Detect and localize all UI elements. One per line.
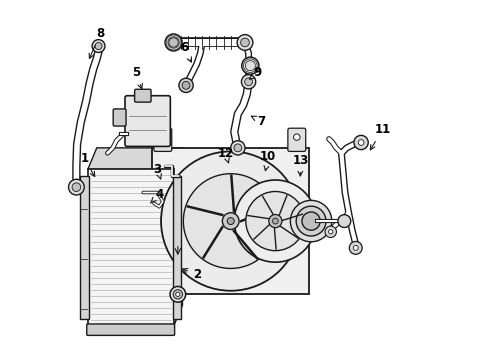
Circle shape xyxy=(165,34,182,51)
Circle shape xyxy=(272,218,278,224)
Circle shape xyxy=(160,134,166,140)
Circle shape xyxy=(222,213,239,229)
Circle shape xyxy=(269,215,282,228)
Circle shape xyxy=(69,179,84,195)
Circle shape xyxy=(325,226,337,238)
Circle shape xyxy=(92,40,105,53)
Text: 5: 5 xyxy=(132,66,143,89)
Circle shape xyxy=(354,135,368,150)
Circle shape xyxy=(237,35,253,50)
FancyBboxPatch shape xyxy=(113,109,126,126)
Circle shape xyxy=(291,201,332,242)
Text: 2: 2 xyxy=(183,268,201,281)
Text: 3: 3 xyxy=(153,163,162,179)
Circle shape xyxy=(234,180,317,262)
Circle shape xyxy=(294,134,300,140)
Circle shape xyxy=(161,152,300,291)
Circle shape xyxy=(242,75,256,89)
Circle shape xyxy=(329,230,333,234)
FancyBboxPatch shape xyxy=(80,176,89,319)
Circle shape xyxy=(227,217,234,225)
Text: 7: 7 xyxy=(251,114,265,127)
Circle shape xyxy=(302,212,320,230)
Circle shape xyxy=(179,78,193,93)
Circle shape xyxy=(169,38,178,47)
FancyBboxPatch shape xyxy=(154,128,172,152)
FancyBboxPatch shape xyxy=(87,324,174,336)
Circle shape xyxy=(241,38,249,47)
Circle shape xyxy=(231,141,245,155)
Circle shape xyxy=(349,242,362,254)
Circle shape xyxy=(242,57,259,74)
Circle shape xyxy=(183,174,278,269)
Text: 12: 12 xyxy=(217,147,233,163)
Text: 10: 10 xyxy=(260,150,276,171)
Circle shape xyxy=(353,246,358,250)
Text: 11: 11 xyxy=(370,123,391,150)
Text: 1: 1 xyxy=(80,152,95,176)
Polygon shape xyxy=(88,148,182,169)
Circle shape xyxy=(182,81,190,89)
Circle shape xyxy=(246,192,305,251)
Circle shape xyxy=(176,292,180,296)
Polygon shape xyxy=(173,148,182,327)
Circle shape xyxy=(72,183,81,192)
Text: 4: 4 xyxy=(150,188,163,203)
FancyBboxPatch shape xyxy=(288,128,306,152)
Circle shape xyxy=(296,206,326,236)
Text: 9: 9 xyxy=(249,66,262,79)
Circle shape xyxy=(358,140,364,145)
Circle shape xyxy=(173,290,182,299)
Text: 8: 8 xyxy=(89,27,104,58)
Text: 13: 13 xyxy=(292,154,309,176)
Circle shape xyxy=(95,42,102,50)
FancyBboxPatch shape xyxy=(152,148,309,294)
Circle shape xyxy=(245,78,252,86)
FancyBboxPatch shape xyxy=(173,176,181,319)
FancyBboxPatch shape xyxy=(125,96,171,147)
FancyBboxPatch shape xyxy=(88,169,173,327)
Circle shape xyxy=(170,287,186,302)
Text: 6: 6 xyxy=(180,41,192,62)
Circle shape xyxy=(338,215,351,228)
Circle shape xyxy=(234,144,242,152)
FancyBboxPatch shape xyxy=(135,89,151,102)
